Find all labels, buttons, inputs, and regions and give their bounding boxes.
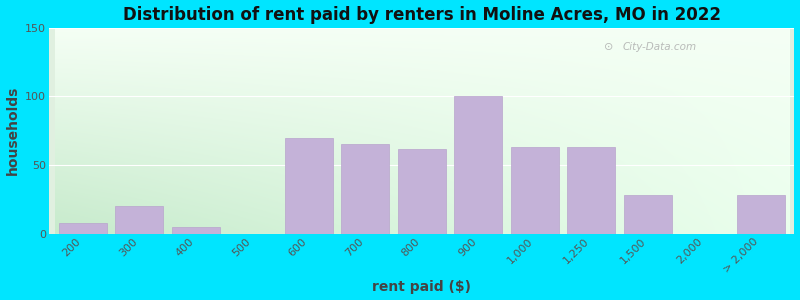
Text: ⊙: ⊙ [604,42,614,52]
X-axis label: rent paid ($): rent paid ($) [372,280,471,294]
Bar [737,195,785,234]
Bar [510,147,558,234]
Bar [567,147,615,234]
Bar [58,223,106,234]
Text: City-Data.com: City-Data.com [623,42,697,52]
Bar [341,145,389,234]
Bar [454,97,502,234]
Bar [115,206,163,234]
Bar [623,195,671,234]
Bar [398,148,446,234]
Bar [285,138,333,234]
Title: Distribution of rent paid by renters in Moline Acres, MO in 2022: Distribution of rent paid by renters in … [122,6,721,24]
Y-axis label: households: households [6,86,19,176]
Bar [172,227,220,234]
